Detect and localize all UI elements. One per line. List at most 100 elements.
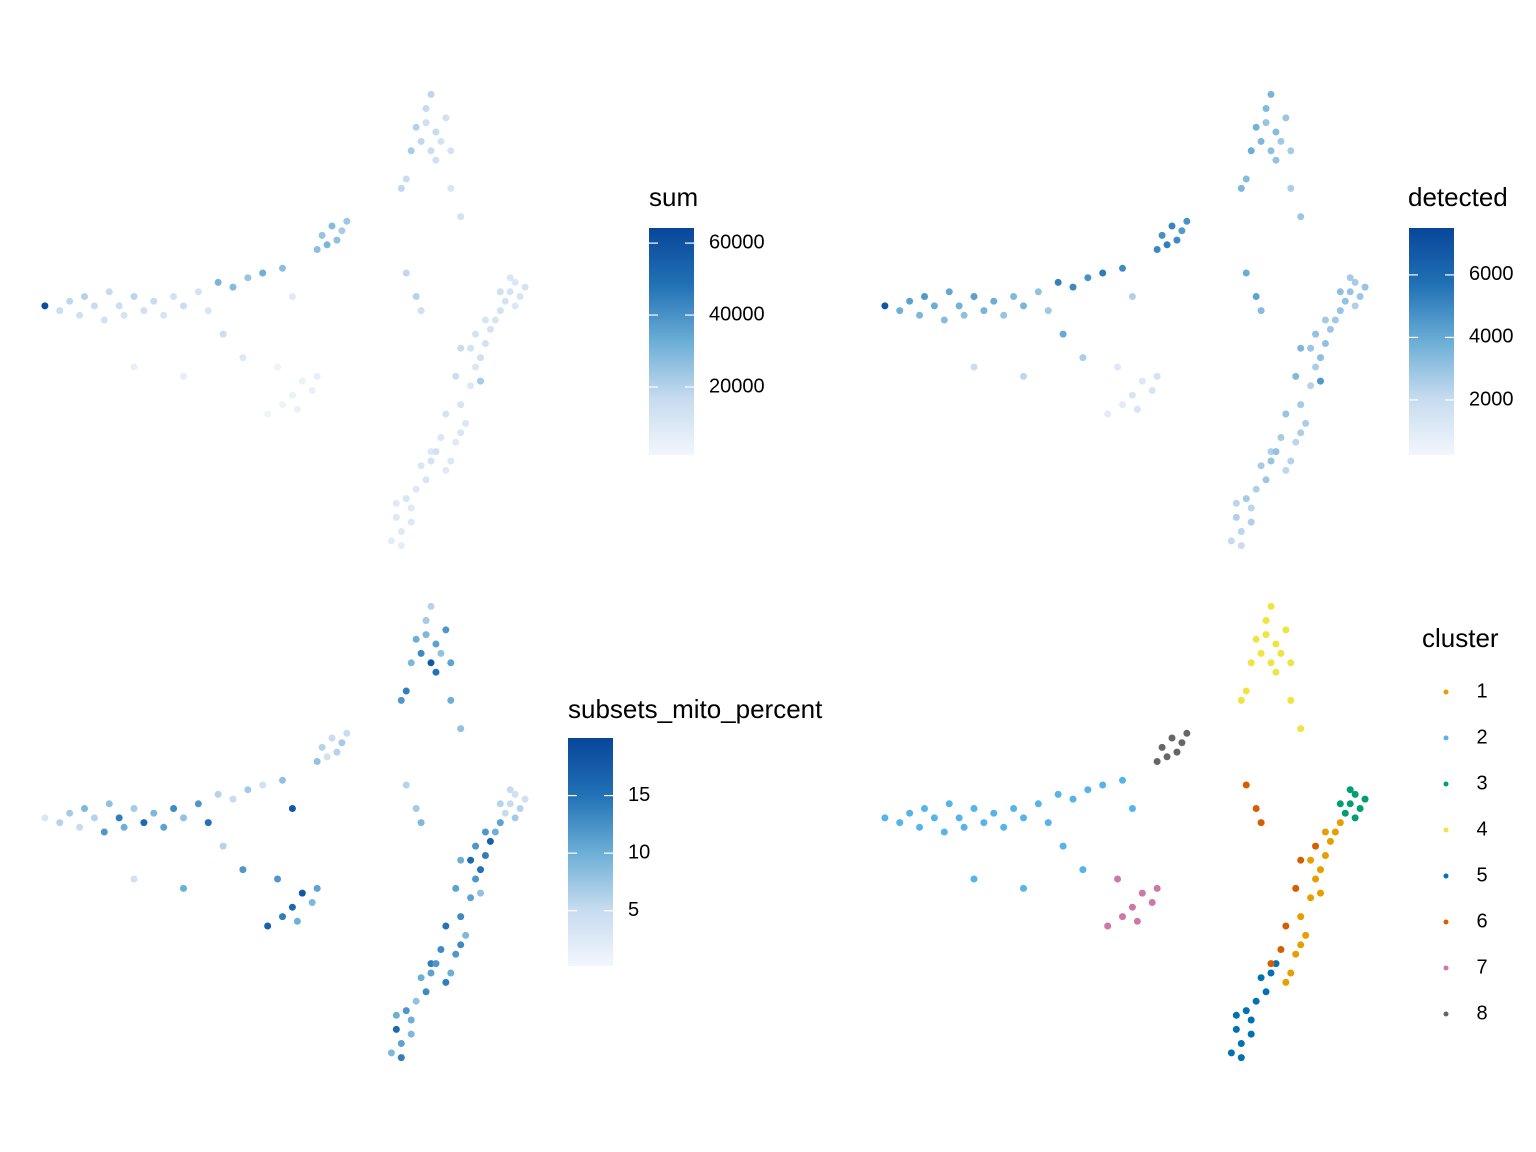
colorbar-tick-label: 6000 [1469, 263, 1514, 285]
point [308, 387, 316, 394]
legend-title: sum [649, 182, 698, 212]
point [1361, 283, 1369, 291]
point [432, 640, 440, 648]
point [506, 274, 514, 282]
point [432, 668, 440, 676]
point [422, 988, 430, 996]
point [432, 156, 440, 164]
point [896, 819, 904, 827]
point [940, 828, 948, 836]
point [1247, 504, 1255, 512]
point [1104, 922, 1112, 930]
point [1262, 119, 1270, 127]
point [1297, 725, 1305, 733]
point [180, 884, 187, 892]
point [417, 974, 425, 982]
point [130, 363, 138, 371]
point [1277, 649, 1285, 657]
point [452, 950, 460, 958]
point [1272, 448, 1280, 456]
point [1277, 137, 1285, 145]
point [881, 302, 889, 310]
point [970, 875, 978, 883]
point [1331, 828, 1339, 836]
point [1252, 635, 1260, 643]
point [1247, 659, 1255, 667]
point [1252, 485, 1260, 493]
point [447, 969, 455, 977]
point [1119, 264, 1126, 272]
point [288, 903, 296, 911]
colorbar-tick-label: 60000 [709, 231, 765, 253]
point [501, 809, 509, 817]
point [447, 147, 455, 155]
point [447, 659, 455, 667]
point [1321, 828, 1329, 836]
point [1119, 401, 1126, 409]
legend-label: 2 [1476, 726, 1487, 748]
point [442, 410, 450, 418]
point [1104, 410, 1112, 418]
point [506, 288, 514, 296]
point [1252, 805, 1260, 812]
point [1297, 856, 1305, 864]
point [412, 293, 420, 300]
point [1297, 913, 1305, 921]
point [1128, 903, 1136, 911]
point [229, 283, 237, 291]
point [1163, 241, 1171, 249]
point [288, 391, 296, 399]
point [1237, 184, 1245, 192]
point [194, 288, 202, 296]
colorbar-tick-label: 2000 [1469, 388, 1514, 410]
point [1336, 819, 1344, 827]
point [422, 631, 430, 639]
legend-title: cluster [1422, 623, 1499, 653]
point [1059, 842, 1067, 850]
point [955, 302, 963, 310]
point [921, 805, 928, 812]
point [960, 311, 968, 319]
point [457, 725, 465, 733]
point [970, 805, 978, 812]
point [1267, 602, 1275, 610]
point [308, 899, 316, 906]
point [452, 372, 460, 380]
point [130, 805, 138, 812]
point [1242, 781, 1250, 789]
point [1232, 1011, 1240, 1019]
point [427, 960, 435, 968]
point [496, 800, 504, 808]
point [1331, 316, 1339, 324]
point [1237, 1054, 1245, 1062]
point [204, 307, 212, 315]
point [1346, 288, 1354, 296]
point [511, 790, 519, 798]
point [214, 790, 222, 798]
point [1227, 1049, 1235, 1057]
point [511, 278, 519, 286]
point [392, 513, 400, 521]
point [467, 894, 475, 902]
point [447, 457, 455, 465]
point [945, 800, 953, 808]
point [397, 184, 405, 192]
point [1312, 875, 1320, 883]
point [318, 743, 326, 751]
legend-key [1443, 873, 1449, 879]
point [930, 814, 938, 822]
point [1044, 307, 1052, 315]
point [1267, 457, 1275, 465]
point [427, 457, 435, 465]
point [1034, 288, 1042, 296]
point [100, 316, 108, 324]
point [1336, 307, 1344, 315]
point [1173, 748, 1181, 756]
point [1312, 363, 1320, 371]
point [1262, 617, 1270, 624]
legend-key [1443, 1011, 1449, 1017]
point [906, 297, 914, 305]
point [170, 805, 178, 812]
point [279, 401, 286, 409]
point [1237, 542, 1245, 550]
